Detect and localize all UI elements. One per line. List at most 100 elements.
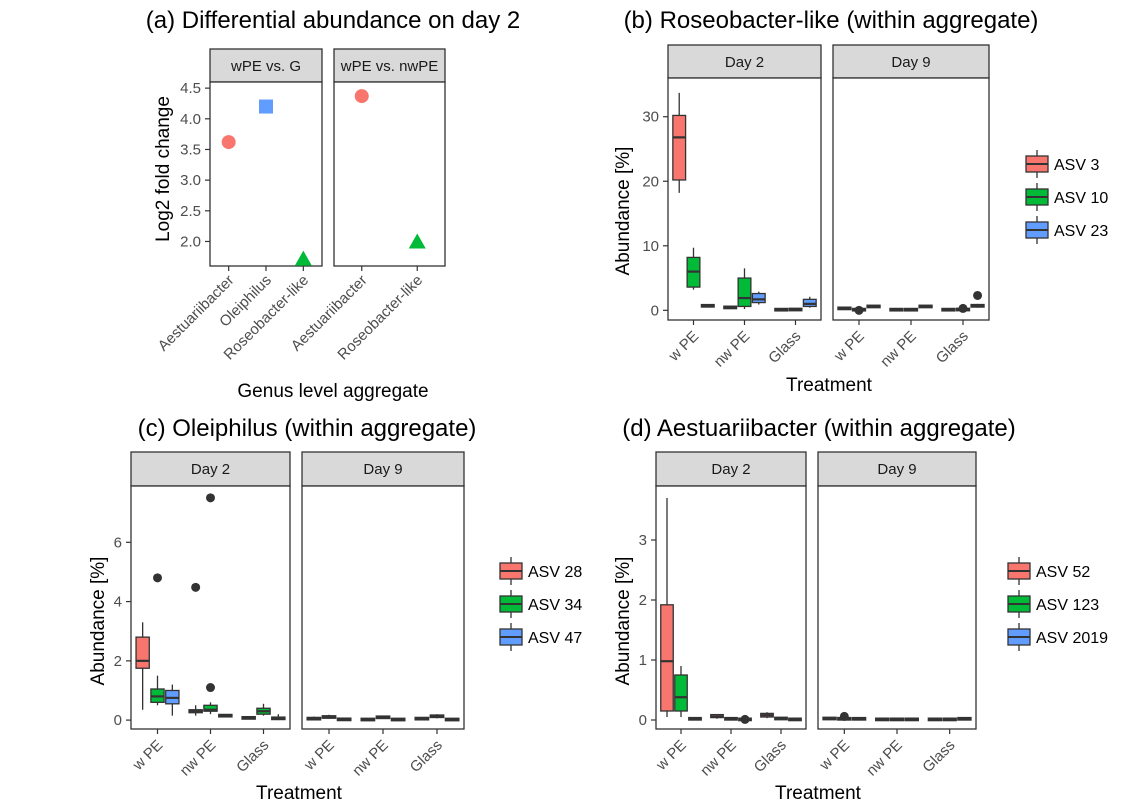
- facet-strip: [832, 44, 990, 79]
- facet-strip-label: wPE vs. nwPE: [340, 58, 439, 75]
- y-tick-label: 2: [114, 653, 122, 670]
- x-tick-label: Glass: [765, 328, 804, 367]
- facet-strip: [130, 451, 291, 487]
- x-tick-label: Glass: [919, 737, 958, 776]
- box-body: [672, 114, 687, 181]
- outlier-point: [206, 683, 215, 693]
- legend-label: ASV 3: [1054, 157, 1099, 174]
- chart-a-ylabel: Log2 fold change: [153, 96, 174, 242]
- y-tick-label: 4: [114, 594, 122, 611]
- facet-strip-label: Day 2: [191, 461, 230, 478]
- facet-strip-label: Day 9: [363, 461, 402, 478]
- x-tick-label: nw PE: [349, 737, 392, 780]
- facet-strip-label: Day 2: [725, 54, 764, 71]
- chart-d-title: (d) Aestuariibacter (within aggregate): [622, 415, 1016, 442]
- outlier-point: [854, 305, 864, 315]
- x-tick-label: w PE: [830, 328, 867, 365]
- chart-b-ylabel: Abundance [%]: [613, 147, 634, 276]
- chart-a-xlabel: Genus level aggregate: [237, 381, 428, 402]
- facet-strip: [301, 451, 465, 487]
- outlier-point: [973, 290, 983, 300]
- box-body: [660, 604, 674, 712]
- chart-d-ylabel: Abundance [%]: [613, 557, 634, 686]
- plot-panel: [817, 485, 977, 730]
- y-tick-label: 0: [114, 712, 122, 729]
- plot-panel: [333, 81, 446, 267]
- x-tick-label: w PE: [300, 737, 337, 774]
- data-point-square: [259, 99, 273, 114]
- box-body: [751, 292, 766, 304]
- y-tick-label: 2.0: [180, 233, 201, 250]
- chart-c-ylabel: Abundance [%]: [88, 557, 109, 686]
- x-tick-label: Glass: [233, 737, 272, 776]
- x-tick-label: nw PE: [877, 328, 920, 371]
- y-tick-label: 2: [639, 592, 647, 609]
- x-tick-label: nw PE: [177, 737, 220, 780]
- legend-label: ASV 47: [528, 630, 582, 647]
- chart-a-title: (a) Differential abundance on day 2: [146, 7, 520, 34]
- y-tick-label: 0: [651, 302, 659, 319]
- y-tick-label: 3.0: [180, 172, 201, 189]
- box-body: [203, 704, 218, 712]
- legend-label: ASV 34: [528, 597, 582, 614]
- chart-c-title: (c) Oleiphilus (within aggregate): [138, 415, 477, 442]
- y-tick-label: 30: [642, 109, 659, 126]
- outlier-point: [206, 493, 215, 503]
- outlier-point: [958, 303, 968, 313]
- chart-b-xlabel: Treatment: [786, 375, 873, 396]
- chart-c-xlabel: Treatment: [256, 783, 343, 804]
- legend-label: ASV 52: [1036, 564, 1090, 581]
- data-point-triangle: [294, 250, 312, 266]
- y-tick-label: 20: [642, 173, 659, 190]
- facet-strip: [209, 48, 323, 83]
- y-tick-label: 4.0: [180, 111, 201, 128]
- facet-strip: [333, 48, 446, 83]
- x-tick-label: w PE: [816, 737, 853, 774]
- outlier-point: [740, 714, 750, 724]
- data-point-circle: [354, 89, 369, 104]
- legend-label: ASV 123: [1036, 597, 1099, 614]
- y-tick-label: 6: [114, 534, 122, 551]
- chart-d-xlabel: Treatment: [775, 783, 862, 804]
- outlier-point: [153, 573, 162, 583]
- x-tick-label: nw PE: [863, 737, 906, 780]
- legend-label: ASV 28: [528, 564, 582, 581]
- box-body: [737, 277, 752, 308]
- legend-label: ASV 10: [1054, 190, 1108, 207]
- y-tick-label: 0: [639, 712, 647, 729]
- x-tick-label: w PE: [129, 737, 166, 774]
- outlier-point: [191, 582, 201, 592]
- y-tick-label: 3: [639, 532, 647, 549]
- y-tick-label: 10: [642, 238, 659, 255]
- legend-label: ASV 23: [1054, 223, 1108, 240]
- y-tick-label: 2.5: [180, 203, 201, 220]
- y-tick-label: 3.5: [180, 141, 201, 158]
- box-body: [135, 636, 150, 669]
- chart-b-title: (b) Roseobacter-like (within aggregate): [624, 7, 1039, 34]
- facet-strip-label: Day 9: [891, 54, 930, 71]
- outlier-point: [839, 711, 849, 721]
- x-tick-label: Glass: [407, 737, 446, 776]
- x-tick-label: w PE: [665, 328, 702, 365]
- chart-a-plot: wPE vs. GAestuariibacterOleiphilusRoseob…: [155, 48, 446, 363]
- x-tick-label: w PE: [652, 737, 689, 774]
- data-point-triangle: [408, 233, 426, 249]
- plot-panel: [832, 77, 990, 321]
- box-body: [674, 674, 688, 712]
- x-tick-label: Glass: [751, 737, 790, 776]
- chart-c-plot: Day 2 w PE nw PE Glass Day 9 w PE nw PE Glass 0 2…: [114, 451, 582, 780]
- x-tick-label: nw PE: [697, 737, 740, 780]
- plot-panel: [301, 485, 465, 730]
- x-tick-label: nw PE: [711, 328, 754, 371]
- x-tick-label: Glass: [933, 328, 972, 367]
- y-tick-label: 4.5: [180, 80, 201, 97]
- facet-strip-label: Day 2: [711, 461, 750, 478]
- data-point-circle: [221, 135, 236, 150]
- facet-strip-label: wPE vs. G: [230, 58, 301, 75]
- facet-strip: [817, 451, 977, 487]
- y-tick-label: 1: [639, 652, 647, 669]
- legend-label: ASV 2019: [1036, 630, 1108, 647]
